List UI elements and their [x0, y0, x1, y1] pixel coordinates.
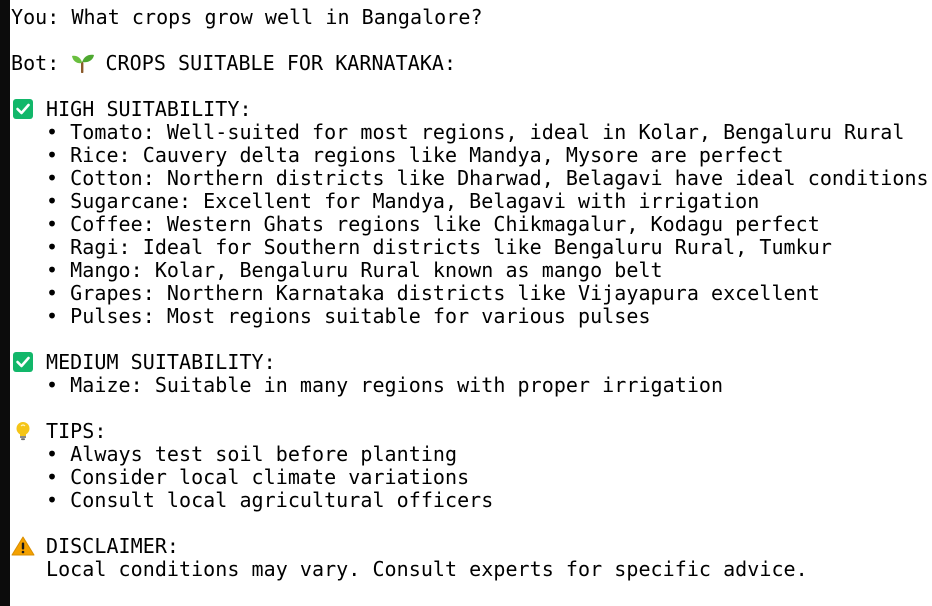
- bot-message-heading: Bot: CROPS SUITABLE FOR KARNATAKA:: [11, 52, 929, 75]
- list-item: • Cotton: Northern districts like Dharwa…: [46, 166, 929, 190]
- user-message: You: What crops grow well in Bangalore?: [11, 6, 483, 29]
- check-box-icon: [11, 99, 35, 119]
- list-item: • Tomato: Well-suited for most regions, …: [46, 120, 905, 144]
- list-item: • Consult local agricultural officers: [46, 488, 494, 512]
- list-item: • Sugarcane: Excellent for Mandya, Belag…: [46, 189, 760, 213]
- list-item: • Always test soil before planting: [46, 442, 458, 466]
- seedling-icon: [71, 53, 95, 73]
- console-output: You: What crops grow well in Bangalore? …: [11, 6, 929, 600]
- medium-suitability-heading: MEDIUM SUITABILITY:: [11, 351, 929, 374]
- bot-prefix: Bot:: [11, 51, 60, 75]
- list-item: • Rice: Cauvery delta regions like Mandy…: [46, 143, 784, 167]
- list-item: • Maize: Suitable in many regions with p…: [46, 373, 724, 397]
- bot-heading-text: CROPS SUITABLE FOR KARNATAKA:: [105, 51, 457, 75]
- disclaimer-heading: DISCLAIMER:: [11, 535, 929, 558]
- list-item: • Coffee: Western Ghats regions like Chi…: [46, 212, 820, 236]
- list-item: • Pulses: Most regions suitable for vari…: [46, 304, 651, 328]
- window-left-edge: [0, 0, 10, 606]
- list-item: • Ragi: Ideal for Southern districts lik…: [46, 235, 832, 259]
- lightbulb-icon: [11, 421, 35, 441]
- tips-heading: TIPS:: [11, 420, 929, 443]
- list-item: • Consider local climate variations: [46, 465, 470, 489]
- list-item: • Mango: Kolar, Bengaluru Rural known as…: [46, 258, 663, 282]
- disclaimer-text: Local conditions may vary. Consult exper…: [46, 557, 808, 581]
- check-box-icon: [11, 352, 35, 372]
- list-item: • Grapes: Northern Karnataka districts l…: [46, 281, 820, 305]
- warning-icon: [11, 536, 35, 556]
- high-suitability-heading: HIGH SUITABILITY:: [11, 98, 929, 121]
